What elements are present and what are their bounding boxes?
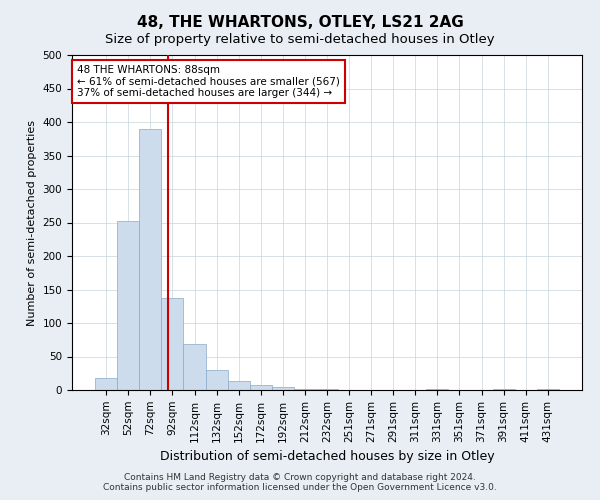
Bar (139, 128, 161, 390)
Bar (95, 378, 117, 390)
Text: 48, THE WHARTONS, OTLEY, LS21 2AG: 48, THE WHARTONS, OTLEY, LS21 2AG (137, 15, 463, 30)
Bar (250, 386, 272, 390)
Bar (427, 388, 448, 390)
Bar (294, 388, 316, 390)
Bar (272, 386, 294, 390)
Bar (227, 380, 250, 390)
Bar (537, 388, 559, 390)
Y-axis label: Number of semi-detached properties: Number of semi-detached properties (27, 120, 37, 326)
Bar (184, 344, 206, 390)
Text: 48 THE WHARTONS: 88sqm
← 61% of semi-detached houses are smaller (567)
37% of se: 48 THE WHARTONS: 88sqm ← 61% of semi-det… (77, 65, 340, 98)
Bar (117, 221, 139, 390)
Bar (493, 388, 515, 390)
Bar (161, 298, 184, 390)
Text: Size of property relative to semi-detached houses in Otley: Size of property relative to semi-detach… (105, 32, 495, 46)
Text: Contains HM Land Registry data © Crown copyright and database right 2024.
Contai: Contains HM Land Registry data © Crown c… (103, 473, 497, 492)
X-axis label: Distribution of semi-detached houses by size in Otley: Distribution of semi-detached houses by … (160, 450, 494, 463)
Bar (206, 370, 227, 390)
